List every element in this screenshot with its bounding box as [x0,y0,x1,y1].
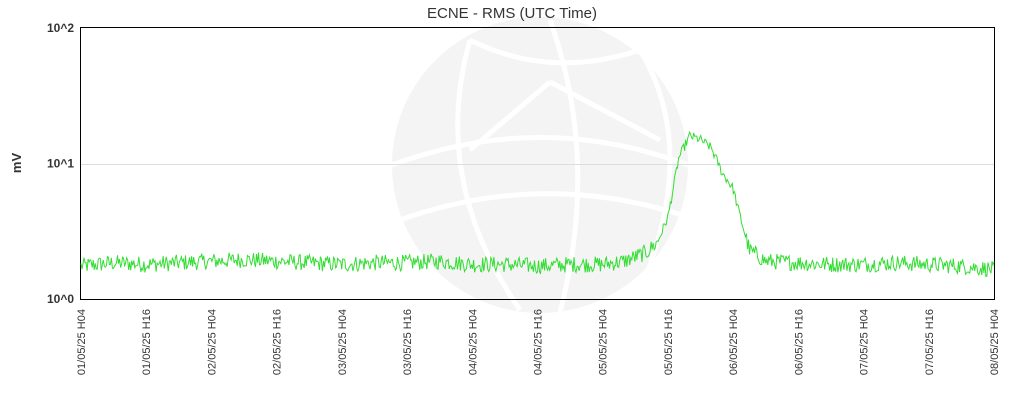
x-tick-label: 06/05/25 H16 [793,309,805,375]
x-tick-label: 03/05/25 H16 [402,309,414,375]
x-tick-labels: 01/05/25 H04 01/05/25 H16 02/05/25 H04 02/0… [76,309,1001,375]
x-tick-label: 01/05/25 H04 [76,309,88,375]
x-tick-label: 07/05/25 H16 [924,309,936,375]
x-tick-label: 02/05/25 H16 [272,309,284,375]
x-tick-label: 04/05/25 H04 [467,309,479,375]
chart-title: ECNE - RMS (UTC Time) [427,5,597,22]
x-tick-label: 03/05/25 H04 [337,309,349,375]
x-tick-label: 05/05/25 H04 [598,309,610,375]
series-line [80,130,995,278]
y-axis-label: mV [9,153,24,174]
y-tick-label: 10^1 [47,157,74,171]
y-tick-labels: 10^0 10^1 10^2 [47,21,74,306]
x-tick-label: 08/05/25 H04 [989,309,1001,375]
x-tick-label: 06/05/25 H04 [728,309,740,375]
series-rms [80,130,995,278]
plot-frame [80,27,995,300]
x-tick-label: 07/05/25 H04 [859,309,871,375]
x-tick-label: 04/05/25 H16 [533,309,545,375]
x-tick-label: 02/05/25 H04 [206,309,218,375]
y-tick-label: 10^2 [47,21,74,35]
x-tick-label: 01/05/25 H16 [141,309,153,375]
y-tick-label: 10^0 [47,292,74,306]
x-tick-label: 05/05/25 H16 [663,309,675,375]
